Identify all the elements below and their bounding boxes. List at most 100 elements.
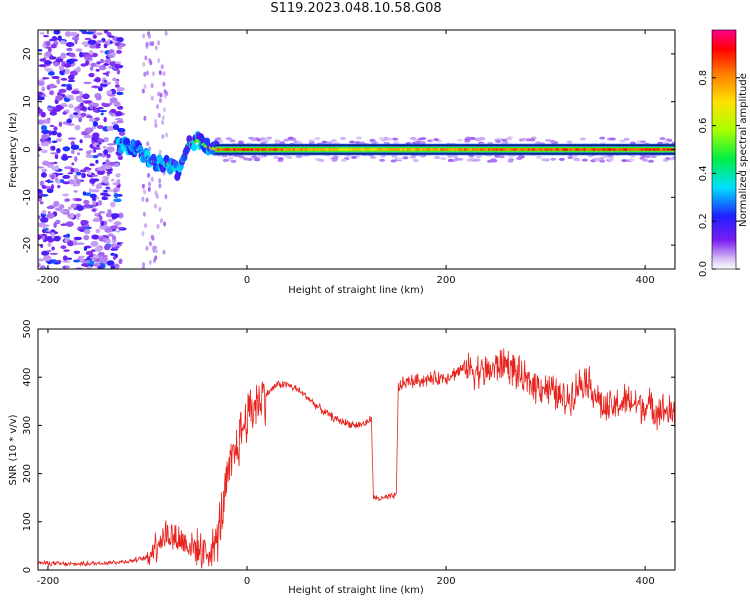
heatmap-speck <box>49 83 55 89</box>
heatmap-speck <box>38 222 46 228</box>
carrier-core <box>378 148 382 151</box>
heatmap-blob <box>130 139 137 148</box>
heatmap-blob <box>144 150 151 158</box>
heatmap-halo <box>330 139 337 142</box>
heatmap-halo <box>433 138 440 142</box>
heatmap-speck <box>154 248 158 254</box>
carrier-core <box>260 148 265 151</box>
heatmap-halo <box>494 154 501 158</box>
carrier-core <box>255 148 259 151</box>
heatmap-speck <box>114 84 120 88</box>
heatmap-speck <box>116 120 124 124</box>
heatmap-speck <box>99 64 107 71</box>
carrier-core <box>625 148 629 151</box>
heatmap-speck <box>116 69 121 75</box>
carrier-core <box>412 148 416 151</box>
heatmap-speck <box>57 35 62 41</box>
carrier-core <box>629 148 633 151</box>
x-tick-label: -200 <box>37 576 60 587</box>
heatmap-speck <box>38 79 45 82</box>
heatmap-speck <box>91 249 96 253</box>
heatmap-speck <box>50 152 59 155</box>
carrier-core <box>414 148 418 151</box>
carrier-core <box>448 148 452 151</box>
heatmap-speck <box>62 255 68 261</box>
heatmap-speck <box>114 118 124 121</box>
carrier-core <box>639 148 643 151</box>
heatmap-halo <box>609 137 616 141</box>
carrier-core <box>376 148 380 151</box>
heatmap-speck <box>68 74 75 81</box>
heatmap-speck <box>150 176 154 182</box>
heatmap-speck <box>50 174 55 180</box>
carrier-core <box>515 148 519 151</box>
heatmap-speck <box>61 84 67 87</box>
heatmap-speck <box>96 61 101 65</box>
heatmap-speck <box>92 178 100 182</box>
colorbar-ticks: 0.0 0.2 0.4 0.6 0.8 <box>698 70 740 277</box>
heatmap-speck <box>151 71 155 77</box>
heatmap-halo <box>227 156 234 160</box>
carrier-core <box>499 148 503 151</box>
carrier-core <box>641 148 645 151</box>
heatmap-speck <box>66 85 73 91</box>
carrier-core <box>649 148 653 151</box>
x-tick-label: 400 <box>636 275 655 286</box>
carrier-core <box>402 148 406 151</box>
carrier-core <box>617 148 621 151</box>
carrier-core <box>239 148 243 151</box>
heatmap-halo <box>566 140 573 144</box>
heatmap-speck <box>79 257 84 262</box>
carrier-core <box>231 148 235 151</box>
carrier-core <box>422 148 426 151</box>
heatmap-speck <box>56 138 63 142</box>
carrier-core <box>599 148 603 151</box>
heatmap-speck <box>108 161 116 166</box>
heatmap-speck <box>118 157 123 160</box>
heatmap-speck <box>74 156 78 162</box>
carrier-core <box>583 148 587 151</box>
heatmap-speck <box>116 49 122 54</box>
heatmap-speck <box>148 181 151 187</box>
heatmap-speck <box>150 95 154 101</box>
heatmap-halo <box>340 158 347 162</box>
heatmap-halo <box>418 137 425 141</box>
heatmap-speck <box>117 194 123 197</box>
heatmap-speck <box>150 83 154 89</box>
heatmap-speck <box>66 257 72 260</box>
heatmap-speck <box>79 169 87 173</box>
heatmap-speck <box>51 246 55 251</box>
heatmap-speck <box>106 173 110 176</box>
heatmap-speck <box>118 258 123 265</box>
heatmap-speck <box>76 217 80 220</box>
carrier-core <box>350 148 354 151</box>
carrier-core <box>223 148 227 151</box>
heatmap-halo <box>505 137 512 141</box>
heatmap-halo <box>230 159 237 163</box>
heatmap-speck <box>96 144 100 148</box>
carrier-core <box>475 148 480 151</box>
heatmap-speck <box>107 94 116 97</box>
heatmap-speck <box>113 198 122 203</box>
heatmap-speck <box>83 246 87 251</box>
heatmap-speck <box>57 178 61 184</box>
carrier-core <box>651 148 655 151</box>
heatmap-halo <box>222 158 229 162</box>
heatmap-speck <box>42 160 50 166</box>
carrier-core <box>266 148 271 151</box>
carrier-core <box>501 148 505 151</box>
heatmap-halo <box>628 158 635 162</box>
y-tick-label: 400 <box>22 368 33 387</box>
heatmap-speck <box>100 84 108 87</box>
carrier-core <box>497 148 501 151</box>
heatmap-halo <box>498 155 505 159</box>
carrier-core <box>569 148 573 151</box>
heatmap-speck <box>54 165 59 171</box>
colorbar-tick-label: 0.6 <box>698 118 709 134</box>
heatmap-speck <box>116 37 124 43</box>
heatmap-halo <box>380 154 387 158</box>
carrier-core <box>537 148 541 151</box>
carrier-core <box>235 148 239 151</box>
heatmap-speck <box>115 63 121 69</box>
heatmap-speck <box>73 250 81 254</box>
